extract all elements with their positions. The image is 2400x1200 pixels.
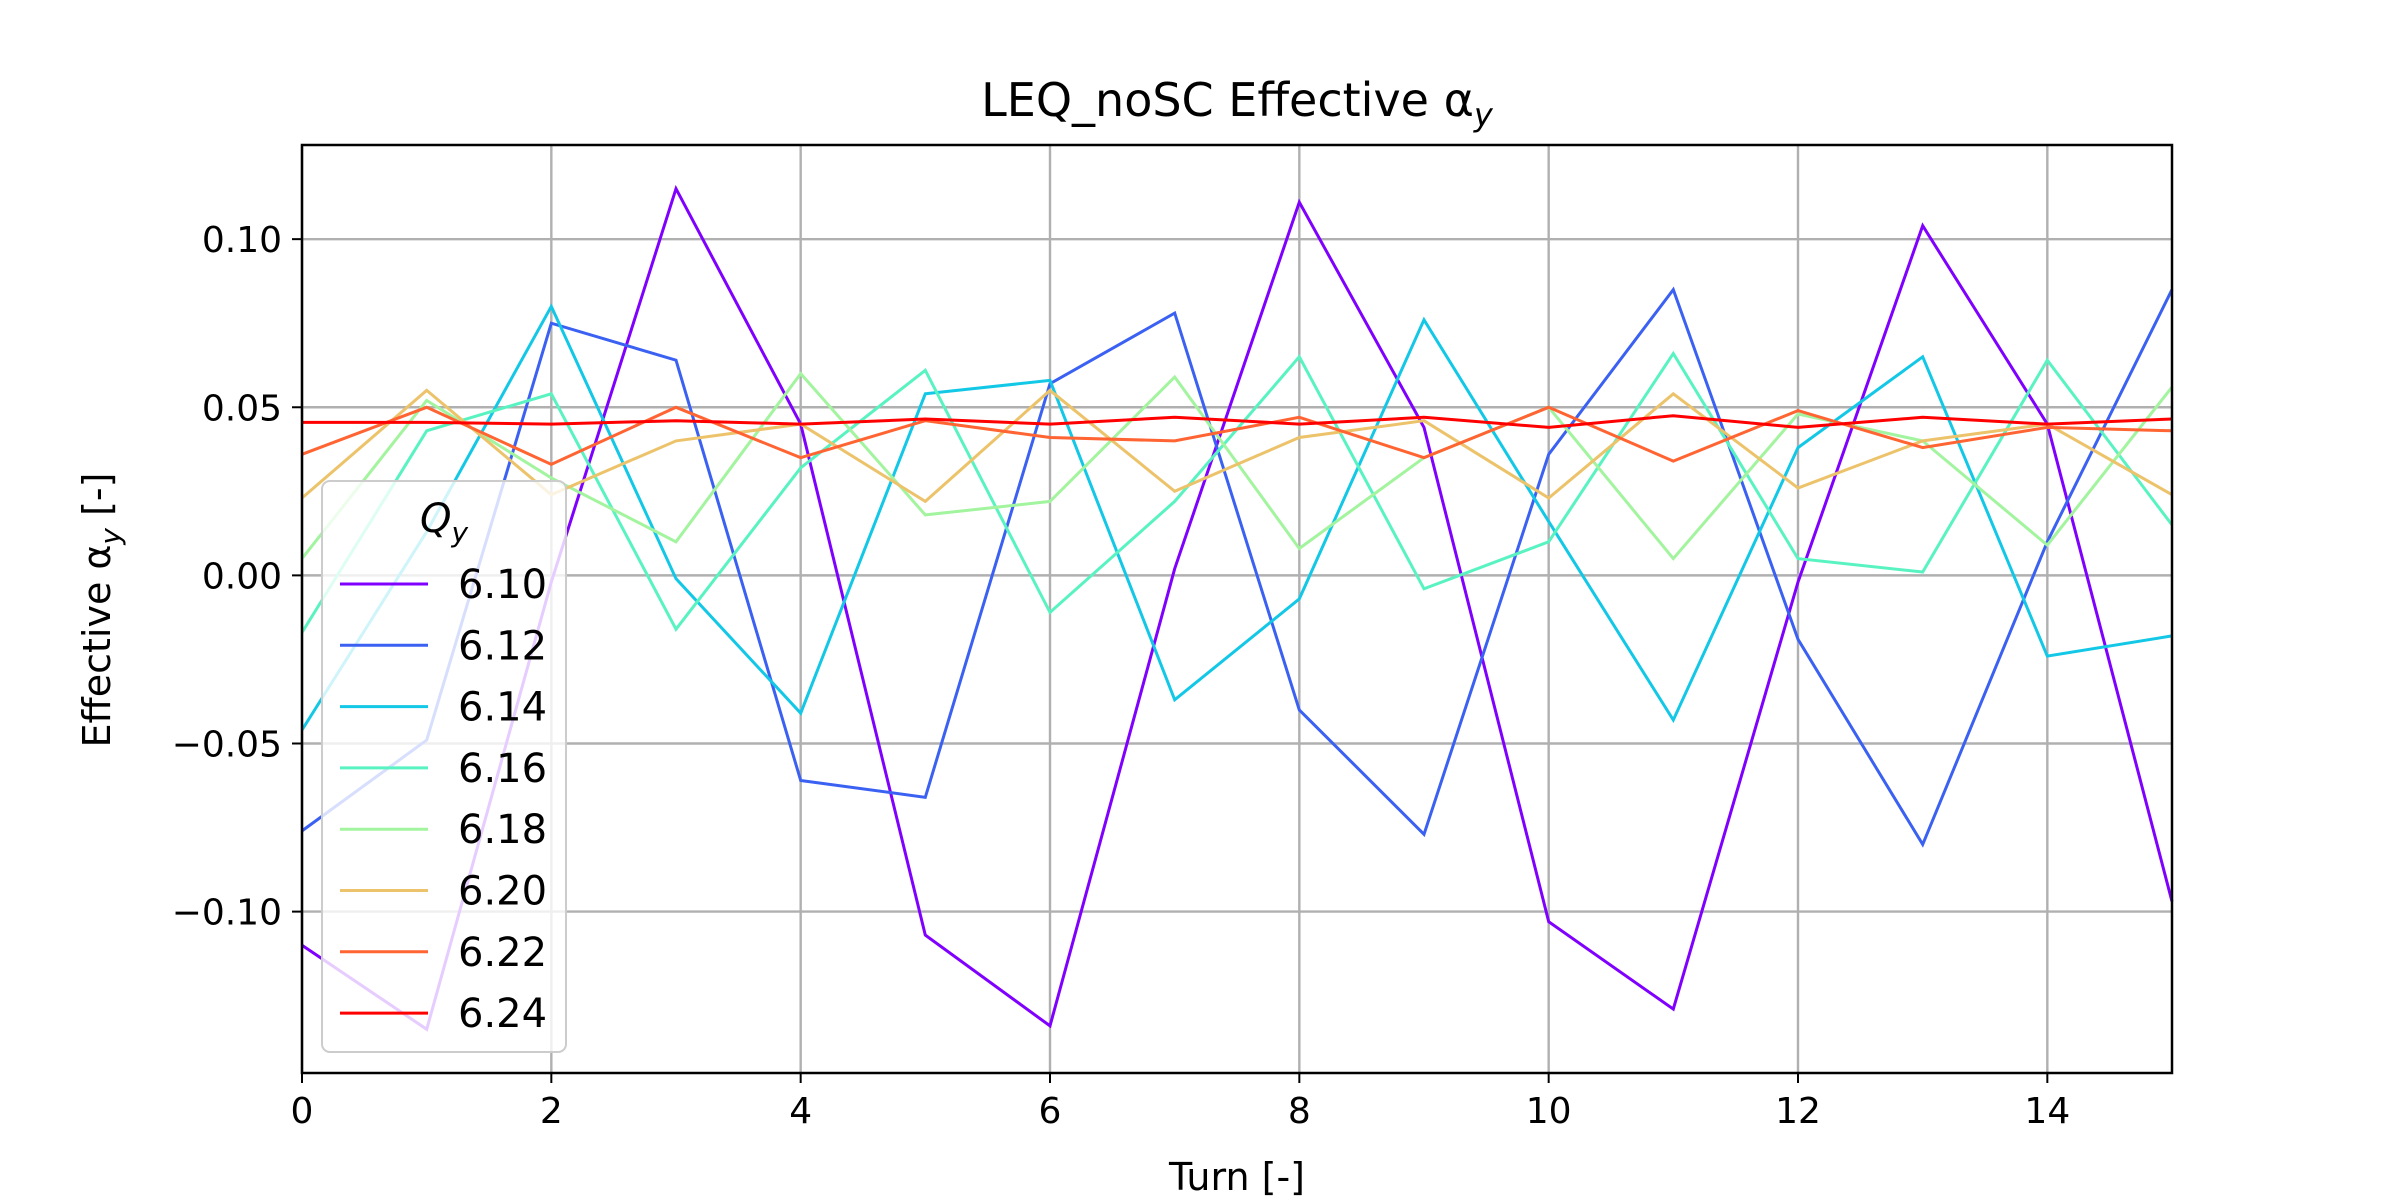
legend-label: 6.18 [458, 807, 547, 853]
chart-title: LEQ_noSC Effective αy [981, 73, 1494, 134]
y-tick-label: 0.05 [202, 388, 282, 429]
legend-label: 6.10 [458, 562, 547, 608]
legend-label: 6.12 [458, 623, 547, 669]
legend-label: 6.14 [458, 685, 547, 731]
x-tick-label: 12 [1775, 1091, 1821, 1132]
legend-entries: 6.10 6.12 6.14 6.16 6.18 6.20 6.22 6.24 [340, 562, 547, 1037]
x-axis-label: Turn [-] [1168, 1155, 1305, 1199]
series-line-6.20 [301, 388, 2173, 504]
series-line-6.22 [301, 405, 2173, 467]
x-tick-label: 6 [1039, 1091, 1062, 1132]
legend-label: 6.24 [458, 991, 547, 1037]
y-tick-label: −0.05 [172, 724, 282, 765]
plot-frame [300, 143, 2174, 1075]
series-lines [300, 184, 2174, 1032]
x-tick-label: 0 [291, 1091, 314, 1132]
x-tick-label: 8 [1288, 1091, 1311, 1132]
legend: Qy 6.10 6.12 6.14 6.16 6.18 6.20 6.22 6.24 [321, 480, 567, 1053]
x-tick-label: 14 [2024, 1091, 2070, 1132]
y-tick-label: 0.00 [202, 556, 282, 597]
legend-title: Qy [420, 496, 468, 549]
y-tick-label: 0.10 [202, 220, 282, 261]
y-axis-label: Effective αy [-] [75, 473, 127, 748]
series-line-6.12 [301, 286, 2174, 848]
legend-label: 6.16 [458, 746, 547, 792]
series-line-6.18 [300, 371, 2174, 561]
legend-label: 6.22 [458, 930, 547, 976]
x-tick-label: 4 [789, 1091, 812, 1132]
series-line-6.24 [302, 414, 2173, 429]
legend-box [321, 480, 567, 1053]
legend-label: 6.20 [458, 869, 547, 915]
y-tick-label: −0.10 [172, 893, 282, 934]
series-line-6.14 [300, 303, 2173, 731]
x-tick-label: 10 [1526, 1091, 1572, 1132]
x-tick-label: 2 [540, 1091, 563, 1132]
y-axis-ticks: −0.10 −0.05 0.00 0.05 0.10 [172, 220, 302, 934]
x-axis-ticks: 0 2 4 6 8 10 12 14 [291, 1073, 2070, 1132]
